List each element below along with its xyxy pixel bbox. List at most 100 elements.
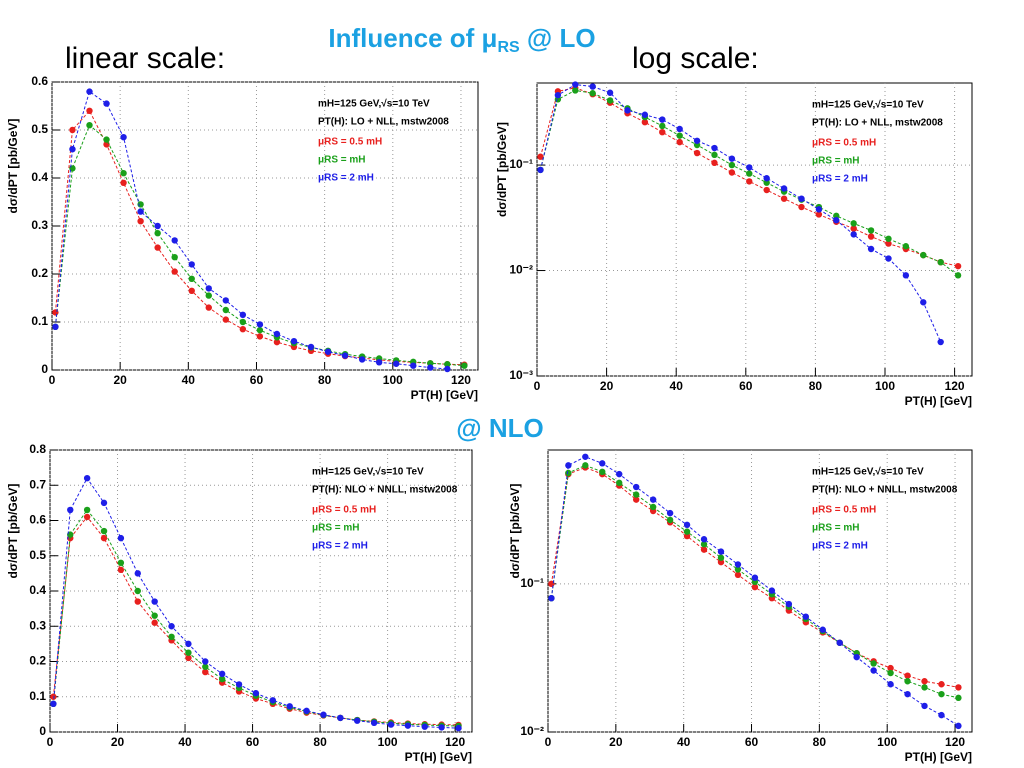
data-point bbox=[320, 711, 327, 718]
y-tick-label: 0.4 bbox=[29, 583, 46, 597]
data-point bbox=[222, 306, 230, 314]
data-point bbox=[798, 195, 805, 202]
data-point bbox=[188, 275, 195, 282]
data-point bbox=[252, 690, 260, 697]
x-tick-label: 120 bbox=[945, 379, 965, 393]
nlo-label: @ NLO bbox=[456, 413, 543, 443]
chart: 0 20 40 60 80 100 120 0 0.1 0.2 0.3 0.4 0.5 0.6 0.7 0.8… bbox=[6, 442, 473, 764]
data-point bbox=[185, 654, 192, 662]
x-tick-label: 0 bbox=[534, 379, 541, 393]
y-tick-label: 0.8 bbox=[29, 442, 46, 456]
data-point bbox=[870, 660, 877, 667]
data-point bbox=[273, 338, 281, 346]
data-point bbox=[676, 132, 683, 139]
data-point bbox=[86, 122, 93, 129]
data-point bbox=[235, 681, 243, 688]
x-tick-label: 100 bbox=[383, 373, 403, 387]
data-point bbox=[205, 304, 212, 311]
data-point bbox=[421, 723, 428, 730]
data-point bbox=[833, 217, 840, 224]
title-part: @ LO bbox=[520, 23, 596, 53]
series-line bbox=[539, 87, 959, 267]
data-point bbox=[902, 243, 910, 250]
data-point bbox=[700, 536, 708, 543]
data-point bbox=[676, 125, 683, 133]
y-tick-label: 0 bbox=[39, 724, 46, 738]
legend-entry: μRS = 0.5 mH bbox=[318, 137, 382, 148]
y-tick-label: 0.3 bbox=[31, 218, 48, 232]
data-point bbox=[802, 613, 809, 620]
y-tick-label: 0.2 bbox=[31, 266, 48, 280]
data-point bbox=[920, 251, 927, 259]
data-point bbox=[728, 161, 736, 169]
data-point bbox=[134, 598, 141, 605]
y-tick-label: 0.4 bbox=[31, 170, 48, 184]
legend-entry: μRS = mH bbox=[812, 523, 860, 534]
data-point bbox=[168, 633, 175, 641]
data-point bbox=[867, 245, 875, 253]
data-point bbox=[151, 598, 158, 605]
data-point bbox=[711, 159, 718, 167]
data-point bbox=[717, 554, 725, 561]
data-point bbox=[50, 700, 57, 707]
y-axis-label: dσ/dPT [pb/GeV] bbox=[6, 484, 20, 579]
data-point bbox=[920, 299, 927, 306]
data-point bbox=[746, 170, 753, 177]
data-point bbox=[798, 203, 805, 211]
data-point bbox=[444, 365, 451, 373]
data-point bbox=[815, 211, 823, 218]
data-point bbox=[768, 587, 776, 594]
y-tick-label: 0.3 bbox=[29, 618, 46, 632]
data-point bbox=[565, 469, 572, 477]
data-point bbox=[393, 360, 400, 367]
data-point bbox=[239, 326, 247, 333]
x-tick-label: 0 bbox=[47, 735, 54, 749]
data-point bbox=[683, 521, 691, 529]
data-point bbox=[222, 316, 230, 323]
data-point bbox=[137, 208, 144, 215]
data-point bbox=[202, 658, 209, 665]
data-point bbox=[683, 532, 691, 540]
annotation: mH=125 GeV,√s=10 TeV bbox=[312, 467, 424, 478]
data-point bbox=[780, 185, 788, 192]
x-tick-label: 60 bbox=[246, 735, 260, 749]
data-point bbox=[938, 681, 945, 688]
data-point bbox=[885, 255, 892, 262]
data-point bbox=[887, 664, 894, 672]
data-point bbox=[700, 546, 708, 553]
legend-entry: μRS = 0.5 mH bbox=[812, 138, 876, 149]
data-point bbox=[666, 516, 674, 524]
data-point bbox=[137, 218, 144, 225]
data-point bbox=[599, 468, 606, 476]
x-tick-label: 20 bbox=[113, 373, 127, 387]
data-point bbox=[69, 126, 76, 134]
data-point bbox=[815, 206, 823, 213]
data-point bbox=[554, 91, 562, 99]
data-point bbox=[700, 541, 708, 548]
data-point bbox=[256, 326, 264, 334]
data-point bbox=[188, 287, 195, 294]
data-point bbox=[117, 534, 125, 542]
slide-title: Influence of μRS @ LO bbox=[328, 23, 595, 56]
title-sub: RS bbox=[497, 39, 520, 56]
data-point bbox=[134, 587, 141, 595]
data-point bbox=[666, 509, 674, 517]
data-point bbox=[904, 690, 911, 698]
x-tick-label: 80 bbox=[813, 735, 827, 749]
data-point bbox=[370, 719, 378, 727]
data-point bbox=[69, 146, 76, 153]
x-tick-label: 80 bbox=[809, 379, 823, 393]
data-point bbox=[202, 668, 209, 676]
x-tick-label: 60 bbox=[745, 735, 759, 749]
data-point bbox=[137, 201, 144, 208]
data-point bbox=[632, 483, 640, 491]
data-point bbox=[444, 361, 451, 368]
annotation: mH=125 GeV,√s=10 TeV bbox=[318, 99, 430, 110]
data-point bbox=[734, 571, 742, 579]
data-point bbox=[711, 151, 718, 159]
data-point bbox=[955, 694, 962, 702]
data-point bbox=[955, 684, 962, 691]
data-point bbox=[100, 499, 108, 507]
data-point bbox=[404, 722, 412, 729]
